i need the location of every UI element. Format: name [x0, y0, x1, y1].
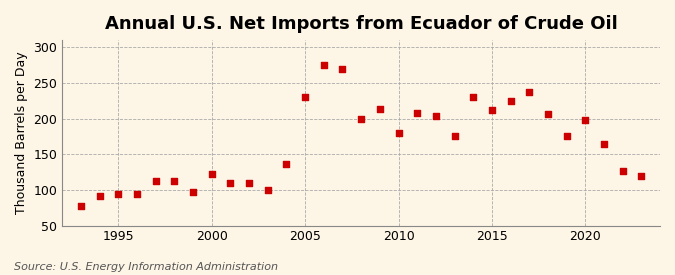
Point — [337, 67, 348, 71]
Point — [300, 95, 310, 99]
Point — [487, 108, 497, 112]
Point — [113, 191, 124, 196]
Point — [263, 188, 273, 192]
Text: Source: U.S. Energy Information Administration: Source: U.S. Energy Information Administ… — [14, 262, 277, 272]
Point — [580, 118, 591, 122]
Point — [468, 95, 479, 99]
Title: Annual U.S. Net Imports from Ecuador of Crude Oil: Annual U.S. Net Imports from Ecuador of … — [105, 15, 618, 33]
Point — [449, 134, 460, 139]
Point — [169, 179, 180, 184]
Point — [281, 161, 292, 166]
Point — [431, 114, 441, 119]
Point — [95, 194, 105, 199]
Point — [188, 190, 198, 194]
Y-axis label: Thousand Barrels per Day: Thousand Barrels per Day — [15, 52, 28, 214]
Point — [561, 134, 572, 139]
Point — [636, 174, 647, 178]
Point — [319, 63, 329, 67]
Point — [617, 169, 628, 173]
Point — [225, 181, 236, 185]
Point — [505, 99, 516, 104]
Point — [244, 181, 254, 185]
Point — [524, 90, 535, 94]
Point — [151, 179, 161, 184]
Point — [543, 112, 554, 117]
Point — [76, 204, 86, 208]
Point — [412, 111, 423, 115]
Point — [599, 141, 610, 146]
Point — [356, 116, 367, 121]
Point — [207, 171, 217, 176]
Point — [375, 107, 385, 112]
Point — [132, 191, 142, 196]
Point — [393, 131, 404, 135]
